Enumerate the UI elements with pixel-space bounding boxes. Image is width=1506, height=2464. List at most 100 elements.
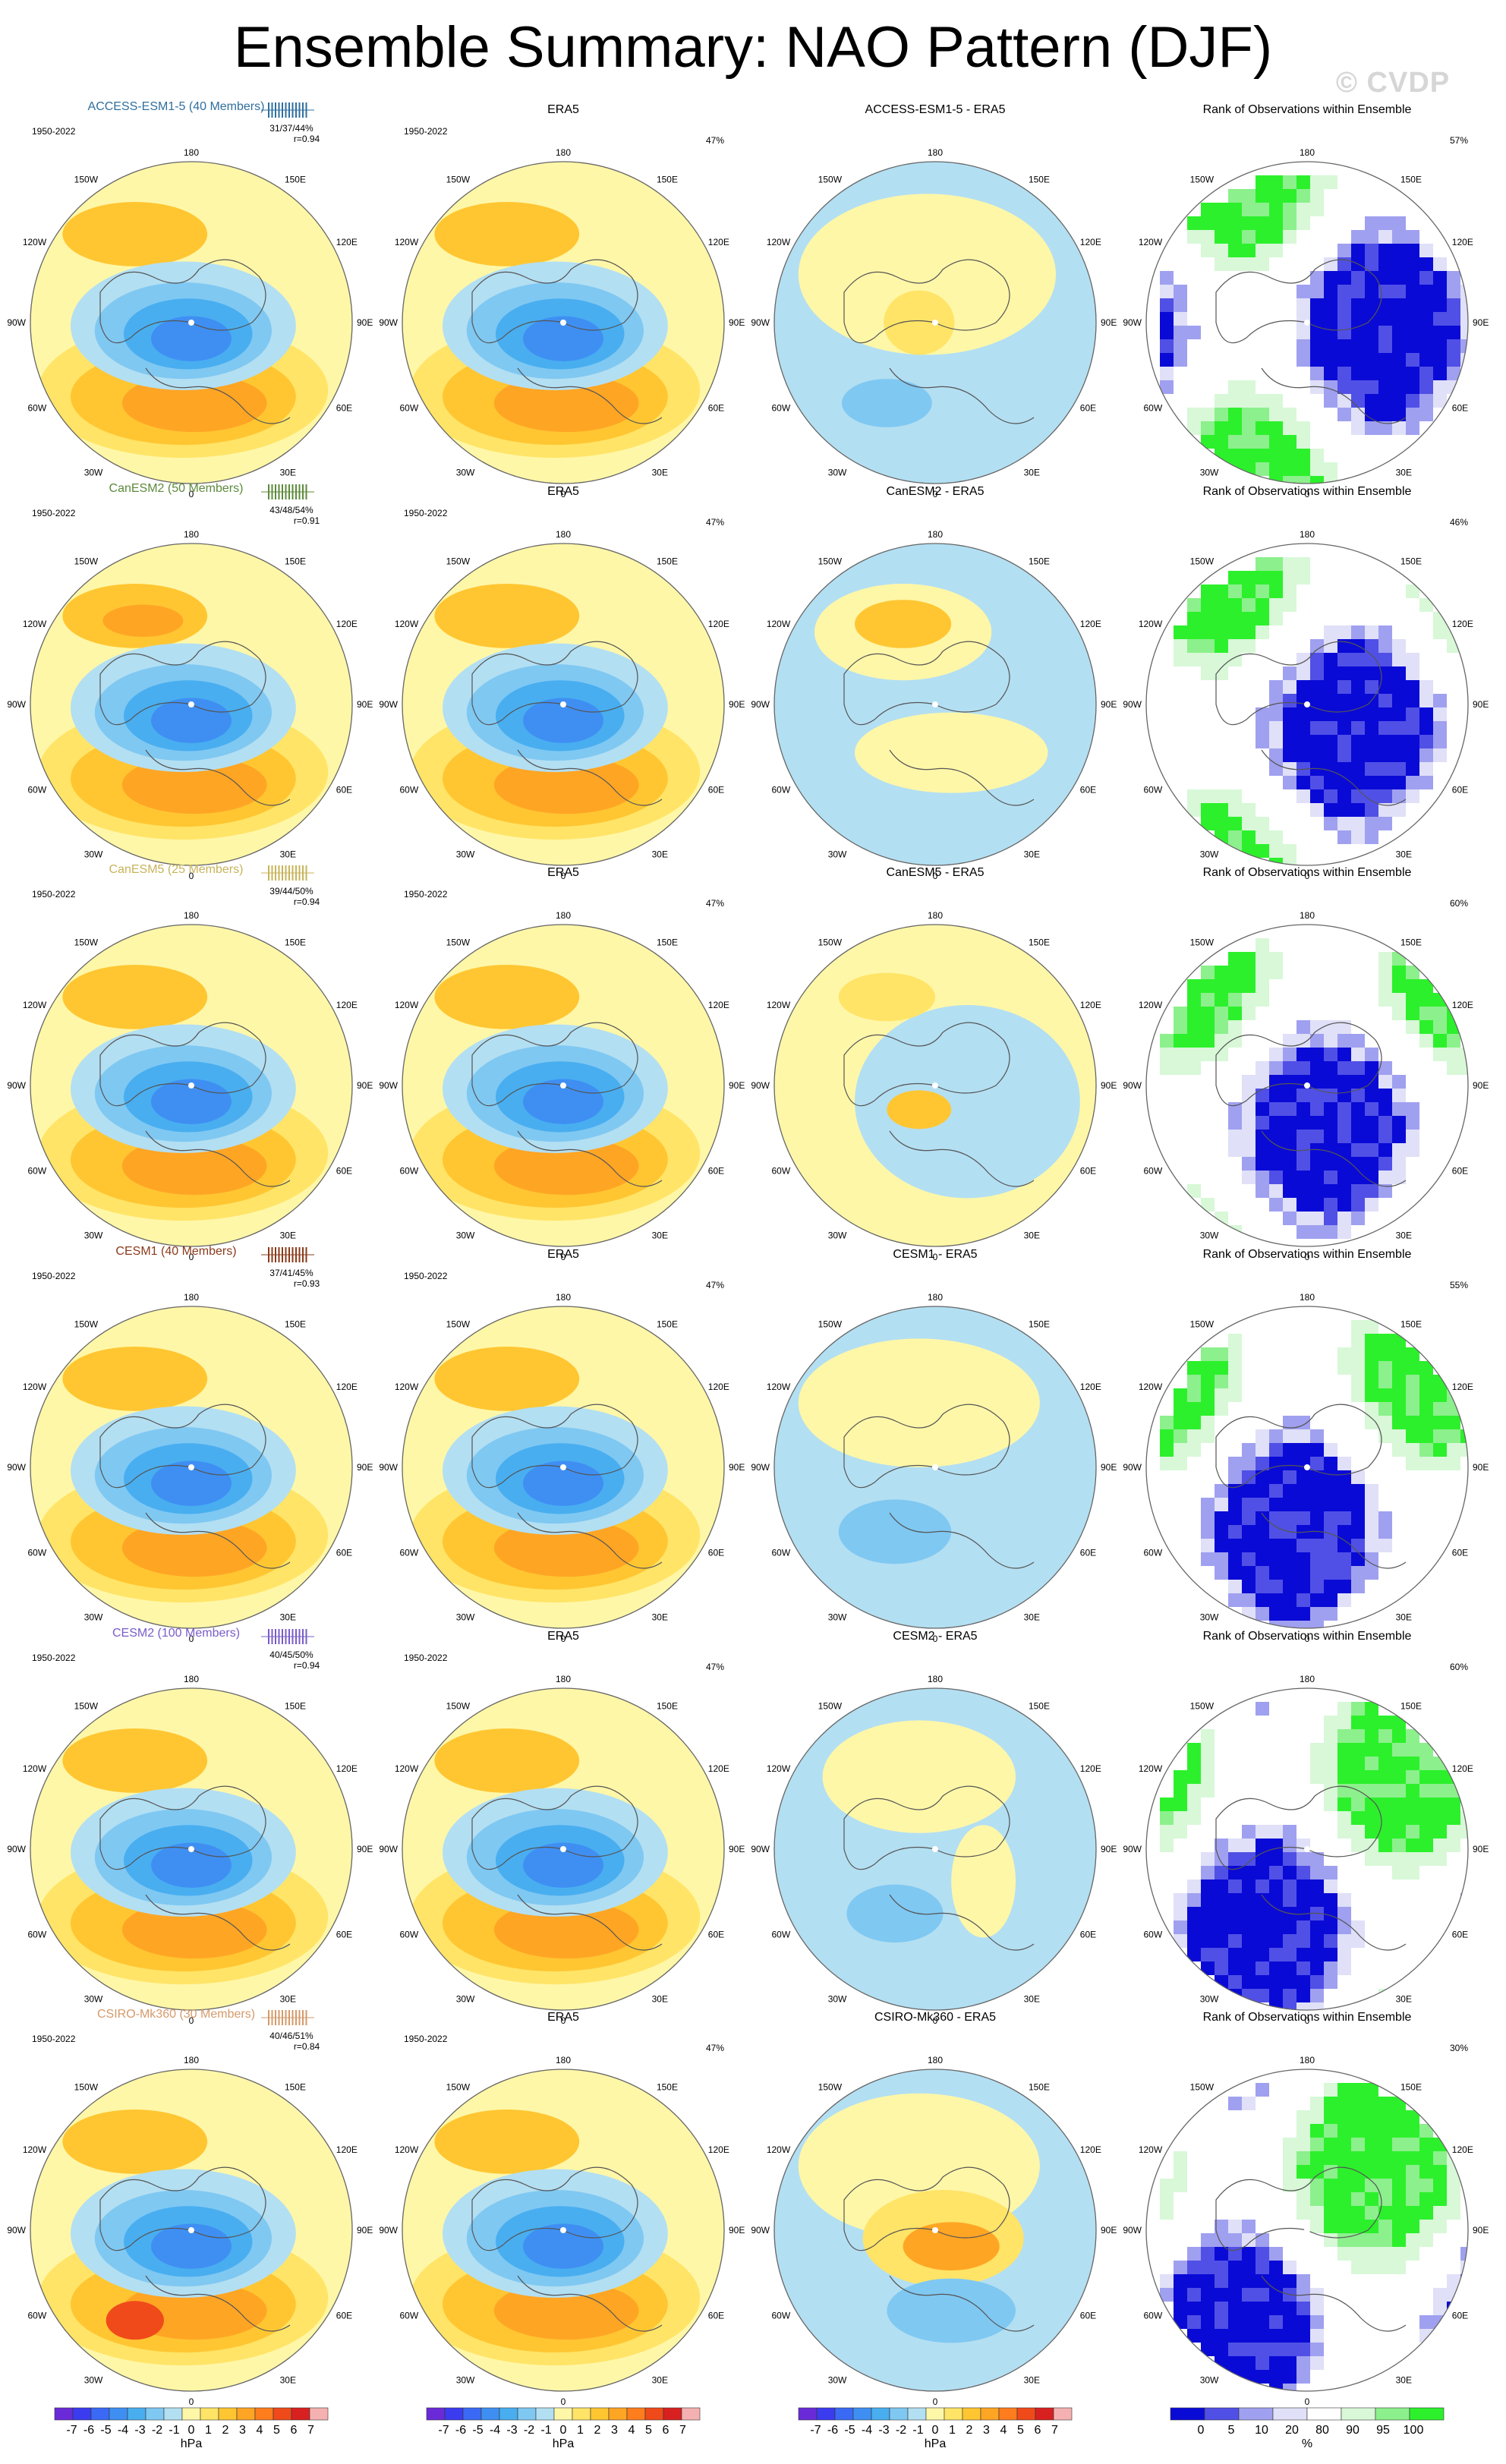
rank-cell: [1378, 1798, 1392, 1811]
rank-title: Rank of Observations within Ensemble: [1203, 866, 1412, 879]
lon-label: 150E: [657, 1701, 678, 1712]
rank-cell: [1310, 721, 1324, 735]
rank-cell: [1378, 1130, 1392, 1143]
colorbar-swatch-rank: [1306, 2407, 1342, 2421]
rank-cell: [1392, 979, 1406, 993]
rank-cell: [1296, 1484, 1310, 1498]
pole-marker: [932, 1846, 938, 1852]
rank-cell: [1460, 298, 1468, 312]
coastline: [99, 259, 266, 344]
rank-cell: [1256, 1143, 1269, 1157]
rank-cell: [1310, 639, 1324, 653]
rank-cell: [1269, 2356, 1283, 2370]
rank-cell: [1324, 1920, 1337, 1934]
rank-cell: [1242, 203, 1256, 216]
lon-label: 120W: [23, 2144, 47, 2155]
rank-cell: [1351, 1116, 1365, 1130]
rank-cell: [1201, 2329, 1215, 2343]
rank-cell: [1269, 2002, 1283, 2010]
coastline: [99, 641, 266, 726]
rank-cell: [1174, 1920, 1187, 1934]
lon-label: 150E: [1029, 2082, 1050, 2093]
rank-cell: [1378, 380, 1392, 394]
rank-cell: [1256, 625, 1269, 639]
rank-cell: [1392, 1375, 1406, 1388]
contour-region: [151, 1460, 232, 1506]
lon-label: 30E: [1396, 1230, 1412, 1240]
rank-cell: [1324, 666, 1337, 680]
rank-cell: [1433, 2288, 1447, 2302]
rank-cell: [1296, 1961, 1310, 1975]
lon-label: 180: [1300, 910, 1315, 921]
coastline: [889, 1130, 1035, 1187]
rank-cell: [1296, 476, 1310, 484]
rank-cell: [1296, 1498, 1310, 1511]
rank-cell: [1351, 707, 1365, 721]
lon-label: 0: [1305, 2396, 1310, 2407]
rank-cell: [1337, 1811, 1351, 1825]
rank-cell: [1324, 1171, 1337, 1184]
model-title: CanESM5 (25 Members): [109, 863, 244, 876]
rank-cell: [1242, 216, 1256, 230]
rank-cell: [1365, 2110, 1378, 2124]
rank-cell: [1256, 1102, 1269, 1116]
rank-cell: [1228, 1470, 1242, 1484]
colorbar-tick-hpa: 7: [679, 2424, 686, 2437]
rank-cell: [1228, 2261, 1242, 2274]
rank-cell: [1392, 1770, 1406, 1784]
rank-cell: [1351, 2083, 1365, 2097]
rank-cell: [1256, 993, 1269, 1007]
rank-cell: [1228, 1593, 1242, 1607]
lon-label: 90E: [357, 1462, 373, 1473]
rank-cell: [1242, 189, 1256, 203]
colorbar-swatch-rank: [1204, 2407, 1240, 2421]
coastline: [889, 2275, 1035, 2332]
rank-cell: [1378, 748, 1392, 762]
lon-label: 150W: [74, 1319, 99, 1330]
rank-cell: [1242, 1825, 1256, 1839]
rank-cell: [1310, 203, 1324, 216]
rank-cell: [1201, 789, 1215, 803]
rank-cell: [1378, 2179, 1392, 2192]
rank-cell: [1310, 1552, 1324, 1566]
rank-cell: [1447, 2179, 1460, 2192]
rank-cell: [1365, 230, 1378, 244]
colorbar-swatch-rank: [1409, 2407, 1445, 2421]
rank-cell: [1310, 476, 1324, 484]
rank-cell: [1228, 1907, 1242, 1920]
contour-region: [434, 584, 580, 648]
ensemble-stats: 37/41/45%: [269, 1268, 313, 1278]
rank-cell: [1392, 298, 1406, 312]
coastline: [1215, 641, 1382, 726]
rank-cell: [1187, 2274, 1201, 2288]
colorbar-tick-hpa: 7: [307, 2424, 314, 2437]
rank-cell: [1228, 803, 1242, 817]
rank-cell: [1324, 1184, 1337, 1198]
rank-cell: [1392, 257, 1406, 271]
rank-cell: [1228, 598, 1242, 612]
lon-label: 150W: [1190, 175, 1215, 185]
rank-cell: [1406, 2220, 1419, 2233]
coastline: [99, 1404, 266, 1489]
rank-cell: [1392, 2179, 1406, 2192]
rank-cell: [1419, 1034, 1433, 1048]
rank-cell: [1365, 1770, 1378, 1784]
rank-cell: [1351, 1743, 1365, 1757]
rank-cell: [1296, 449, 1310, 462]
rank-cell: [1310, 367, 1324, 380]
rank-cell: [1242, 1920, 1256, 1934]
rank-cell: [1378, 353, 1392, 367]
rank-cell: [1310, 2206, 1324, 2220]
lon-label: 60W: [772, 1548, 791, 1558]
period-label: 1950-2022: [404, 1653, 448, 1663]
rank-cell: [1228, 952, 1242, 966]
rank-cell: [1378, 1839, 1392, 1852]
colorbar-swatch-hpa: [72, 2407, 92, 2421]
lon-label: 120W: [767, 237, 791, 247]
rank-cell: [1283, 1034, 1296, 1048]
lon-label: 60W: [772, 785, 791, 796]
